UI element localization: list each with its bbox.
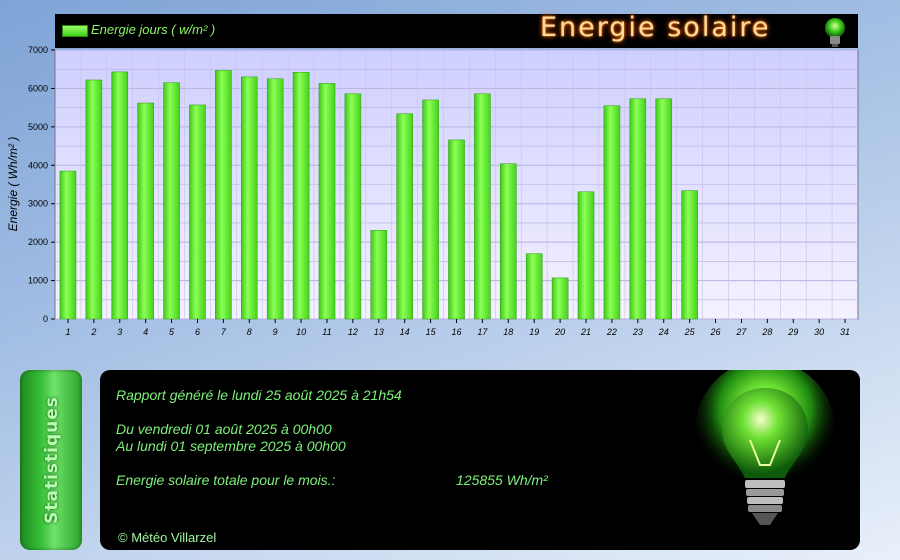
bar (111, 71, 129, 320)
x-tick-label: 29 (787, 327, 798, 337)
bar (422, 99, 439, 320)
bar (189, 104, 206, 320)
y-tick-label: 2000 (28, 237, 48, 247)
bar (551, 277, 569, 320)
bar (500, 163, 517, 320)
statistics-tab[interactable] (20, 370, 82, 550)
lightbulb-icon (695, 370, 835, 525)
bar (577, 191, 595, 320)
y-tick-label: 7000 (28, 45, 48, 55)
x-tick-label: 20 (554, 327, 565, 337)
x-tick-label: 17 (477, 327, 488, 337)
bar (655, 98, 673, 320)
bar (163, 82, 180, 320)
x-tick-label: 11 (322, 327, 331, 337)
period-end-text: Au lundi 01 septembre 2025 à 00h00 (116, 438, 346, 454)
bar (292, 72, 310, 320)
lightbulb-icon (825, 18, 845, 47)
legend-swatch (62, 25, 88, 37)
y-tick-label: 5000 (28, 122, 48, 132)
x-tick-label: 28 (761, 327, 772, 337)
y-tick-label: 6000 (28, 83, 48, 93)
x-tick-label: 24 (658, 327, 669, 337)
total-energy-label: Energie solaire totale pour le mois.: (116, 472, 336, 488)
x-tick-label: 8 (247, 327, 252, 337)
x-tick-label: 1 (65, 327, 70, 337)
bar (681, 190, 698, 320)
bar (318, 83, 336, 320)
x-tick-label: 2 (90, 327, 96, 337)
y-tick-label: 0 (43, 314, 48, 324)
bar (370, 229, 388, 320)
y-tick-label: 1000 (28, 276, 48, 286)
x-tick-label: 21 (580, 327, 591, 337)
x-tick-label: 22 (606, 327, 617, 337)
bar (603, 105, 621, 320)
x-tick-label: 16 (451, 327, 461, 337)
x-tick-label: 6 (195, 327, 200, 337)
x-tick-label: 31 (840, 327, 850, 337)
x-tick-label: 23 (632, 327, 643, 337)
bar (344, 93, 362, 320)
y-axis-label: Energie ( Wh/m² ) (6, 137, 20, 232)
bar (59, 170, 77, 320)
total-energy-value: 125855 Wh/m² (456, 472, 548, 488)
y-tick-label: 4000 (28, 160, 48, 170)
period-start-text: Du vendredi 01 août 2025 à 00h00 (116, 421, 332, 437)
copyright-text: © Météo Villarzel (118, 530, 217, 545)
x-tick-label: 9 (273, 327, 278, 337)
x-tick-label: 10 (296, 327, 306, 337)
x-tick-label: 18 (503, 327, 513, 337)
x-tick-label: 4 (143, 327, 148, 337)
bar (215, 70, 232, 320)
bar (629, 98, 647, 320)
x-tick-label: 13 (374, 327, 384, 337)
x-tick-label: 3 (117, 327, 122, 337)
bar (137, 102, 154, 320)
bar (396, 113, 413, 320)
statistics-tab-label: Statistiques (42, 396, 62, 524)
x-tick-label: 25 (684, 327, 696, 337)
bar (266, 78, 284, 320)
x-tick-label: 27 (735, 327, 747, 337)
bar (525, 253, 543, 320)
x-tick-label: 15 (426, 327, 437, 337)
x-tick-label: 30 (814, 327, 824, 337)
bar (448, 139, 465, 320)
x-tick-label: 5 (169, 327, 175, 337)
x-tick-label: 14 (400, 327, 410, 337)
page-title: Energie solaire (540, 12, 771, 43)
header-banner (55, 14, 858, 48)
report-generated-text: Rapport généré le lundi 25 août 2025 à 2… (116, 387, 402, 403)
x-tick-label: 26 (710, 327, 721, 337)
bar (85, 79, 103, 320)
bar (474, 93, 491, 320)
bar (240, 76, 258, 320)
y-tick-label: 3000 (28, 199, 48, 209)
legend-label: Energie jours ( w/m² ) (91, 22, 216, 37)
x-tick-label: 7 (221, 327, 227, 337)
x-tick-label: 19 (529, 327, 539, 337)
x-tick-label: 12 (348, 327, 358, 337)
